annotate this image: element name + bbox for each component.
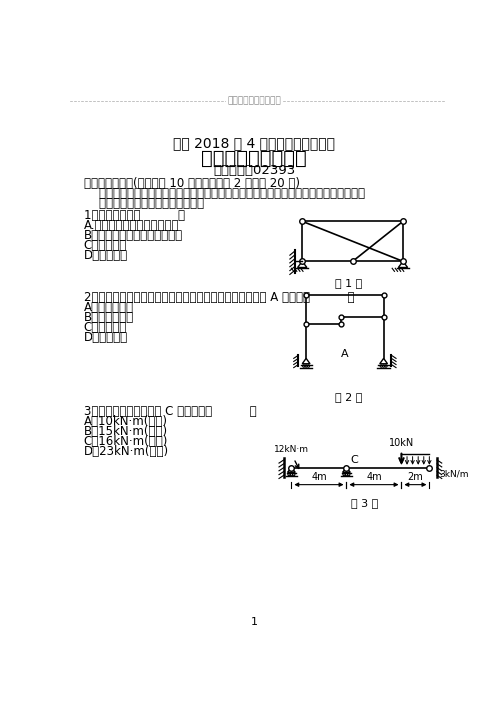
Text: 3kN/m: 3kN/m	[439, 470, 469, 478]
Text: B．15kN·m(下拉): B．15kN·m(下拉)	[84, 425, 168, 438]
Text: 在每小题列出的四个备选项中只有一个是符合题目要求的，请将其代码填写在题后的括: 在每小题列出的四个备选项中只有一个是符合题目要求的，请将其代码填写在题后的括	[84, 187, 365, 199]
Text: B．固定铸支座: B．固定铸支座	[84, 312, 134, 324]
Text: 1: 1	[250, 617, 258, 627]
Text: C: C	[350, 456, 358, 465]
Text: C．定向支座: C．定向支座	[84, 322, 127, 334]
Text: D．23kN·m(下拉): D．23kN·m(下拉)	[84, 445, 169, 458]
Text: 题 1 图: 题 1 图	[335, 278, 363, 289]
Text: A: A	[341, 349, 349, 359]
Text: 题 2 图: 题 2 图	[335, 392, 363, 402]
Text: 1．图示体系为（          ）: 1．图示体系为（ ）	[84, 209, 185, 222]
Text: 全国 2018 年 4 月高等教育自学考试: 全国 2018 年 4 月高等教育自学考试	[173, 137, 335, 151]
Text: 10kN: 10kN	[389, 439, 414, 449]
Text: 精品自学考试资料推荐: 精品自学考试资料推荐	[227, 97, 281, 106]
Text: 题 3 图: 题 3 图	[351, 498, 378, 508]
Text: 3．图示伸臂梁跨中截面 C 的弯矩为（          ）: 3．图示伸臂梁跨中截面 C 的弯矩为（ ）	[84, 404, 256, 418]
Text: 4m: 4m	[366, 472, 382, 482]
Text: 2．欲使图示体系成为无多余约束的几何不变体系，则需在 A 端加入（          ）: 2．欲使图示体系成为无多余约束的几何不变体系，则需在 A 端加入（ ）	[84, 291, 354, 303]
Text: 结构力学（一）试题: 结构力学（一）试题	[201, 149, 307, 168]
Text: C．瞬变体系: C．瞬变体系	[84, 239, 127, 252]
Text: 一、单项选择题(本大题共 10 小题，每小题 2 分，共 20 分): 一、单项选择题(本大题共 10 小题，每小题 2 分，共 20 分)	[84, 177, 300, 190]
Text: A．可动铸支座: A．可动铸支座	[84, 301, 134, 314]
Text: B．有多余约束的几何不变体系: B．有多余约束的几何不变体系	[84, 229, 183, 242]
Text: C．16kN·m(下拉): C．16kN·m(下拉)	[84, 435, 168, 449]
Text: 4m: 4m	[311, 472, 327, 482]
Text: D．固定支座: D．固定支座	[84, 331, 128, 345]
Text: A.无多余约束的几何不变体系: A.无多余约束的几何不变体系	[84, 219, 179, 232]
Text: 号内。错选、多选或未选均无分。: 号内。错选、多选或未选均无分。	[84, 197, 204, 210]
Text: D．常变体系: D．常变体系	[84, 249, 128, 262]
Text: 2m: 2m	[408, 472, 423, 482]
Text: 课程代码：02393: 课程代码：02393	[213, 164, 295, 176]
Text: A．10kN·m(下拉): A．10kN·m(下拉)	[84, 416, 168, 428]
Text: 12kN·m: 12kN·m	[274, 445, 310, 453]
